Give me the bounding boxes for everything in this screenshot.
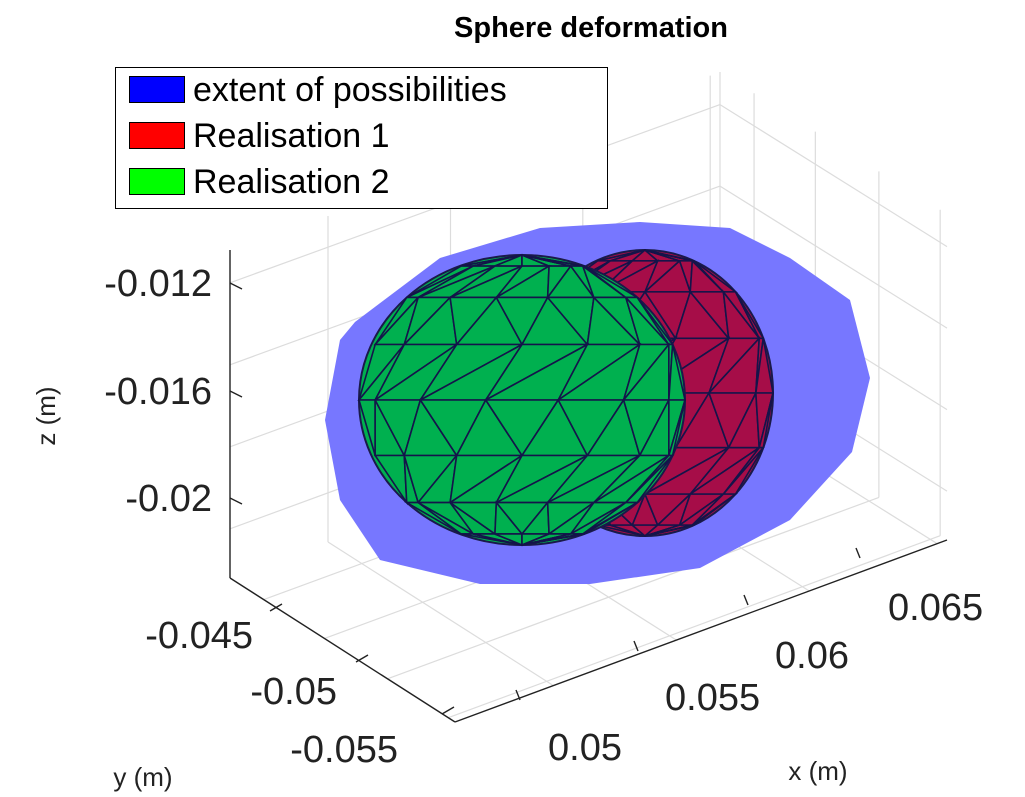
axes-box [229, 250, 948, 723]
axis-labels: z (m) y (m) x (m) [31, 386, 848, 792]
grid-line [327, 541, 554, 687]
y-tick-label: -0.045 [145, 615, 253, 657]
z-tick [229, 497, 243, 505]
legend-label-extent: extent of possibilities [193, 71, 507, 109]
axis-tick-labels: -0.012 -0.016 -0.02 -0.045 -0.05 -0.055 0.05 0.… [104, 263, 983, 771]
z-tick-label: -0.02 [125, 478, 212, 520]
mesh-facet [644, 524, 695, 537]
y-tick-label: -0.05 [250, 671, 337, 713]
z-tick [229, 390, 243, 398]
y-tick [441, 706, 455, 715]
z-axis-label: z (m) [31, 386, 61, 445]
axis-ticks [229, 282, 861, 715]
grid-line [719, 185, 948, 329]
z-tick-label: -0.016 [104, 371, 212, 413]
x-tick [515, 689, 521, 701]
y-axis-line [229, 577, 456, 723]
y-tick-label: -0.055 [290, 729, 398, 771]
z-tick [229, 282, 243, 290]
legend-swatch-extent [129, 76, 185, 103]
x-tick-label: 0.055 [665, 677, 760, 719]
realisation-2-surface [357, 253, 687, 547]
x-tick-label: 0.06 [775, 635, 849, 677]
x-tick-label: 0.065 [888, 587, 983, 629]
legend-swatch-realisation-1 [129, 122, 185, 149]
y-axis-label: y (m) [113, 762, 172, 792]
grid-line [719, 104, 948, 248]
grid-line [448, 535, 941, 719]
x-axis-label: x (m) [788, 756, 847, 786]
x-tick [633, 640, 639, 652]
z-tick-label: -0.012 [104, 263, 212, 305]
legend-swatch-realisation-2 [129, 168, 185, 195]
x-tick [855, 547, 861, 559]
chart-title: Sphere deformation [454, 12, 728, 44]
mesh-facet [521, 533, 585, 546]
grid-line [387, 496, 880, 680]
y-tick [355, 654, 369, 663]
x-axis-line [454, 539, 948, 723]
x-tick-label: 0.05 [548, 727, 622, 769]
legend-label-realisation-1: Realisation 1 [193, 117, 390, 155]
y-tick [269, 603, 283, 612]
legend: extent of possibilities Realisation 1 Re… [115, 67, 608, 209]
x-tick [743, 594, 749, 606]
legend-label-realisation-2: Realisation 2 [193, 163, 390, 201]
